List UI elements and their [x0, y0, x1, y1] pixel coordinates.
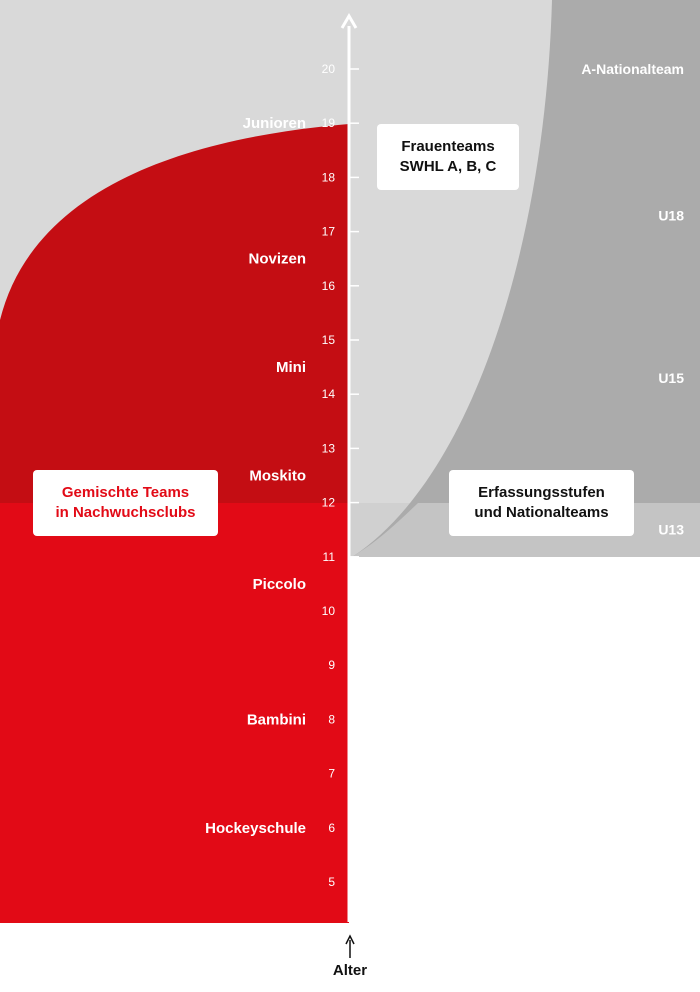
tick-label: 6 [328, 821, 335, 835]
national-level-u13: U13 [658, 522, 684, 538]
tick-label: 15 [322, 333, 336, 347]
tick-label: 14 [322, 387, 336, 401]
tick-label: 19 [322, 116, 336, 130]
tick-label: 9 [328, 658, 335, 672]
national-level-a-nationalteam: A-Nationalteam [581, 61, 684, 77]
club-level-moskito: Moskito [249, 468, 306, 485]
mixed-teams-area [0, 503, 349, 923]
tick-label: 10 [322, 604, 336, 618]
national-teams-box: Erfassungsstufen und Nationalteams [449, 470, 634, 536]
axis-ticks: 5 6 7 8 9 10 11 12 13 14 15 16 17 18 19 20 [322, 62, 359, 889]
tick-label: 7 [328, 767, 335, 781]
club-teams-area [0, 124, 349, 503]
tick-label: 20 [322, 62, 336, 76]
club-level-junioren: Junioren [243, 115, 306, 132]
club-level-bambini: Bambini [247, 711, 306, 728]
mixed-teams-line2: in Nachwuchsclubs [55, 504, 196, 521]
axis-title: Alter [332, 962, 368, 979]
national-teams-line1: Erfassungsstufen [478, 484, 605, 501]
tick-label: 12 [322, 496, 336, 510]
club-level-hockeyschule: Hockeyschule [205, 820, 306, 837]
alter-arrow-head [345, 934, 355, 945]
tick-label: 16 [322, 279, 336, 293]
mixed-teams-box: Gemischte Teams in Nachwuchsclubs [33, 470, 218, 536]
club-level-labels: Hockeyschule Bambini Piccolo Moskito Mini Nov… [205, 115, 306, 837]
tick-label: 8 [328, 712, 335, 726]
axis-arrow-head [340, 13, 358, 29]
tick-label: 17 [322, 225, 336, 239]
women-teams-box: Frauenteams SWHL A, B, C [377, 124, 519, 190]
national-teams-area [352, 0, 700, 557]
tick-label: 13 [322, 441, 336, 455]
women-teams-line2: SWHL A, B, C [399, 158, 497, 175]
club-level-piccolo: Piccolo [253, 576, 306, 593]
national-level-labels: U13 U15 U18 A-Nationalteam [581, 61, 684, 538]
club-level-novizen: Novizen [248, 251, 306, 268]
national-level-u18: U18 [658, 207, 684, 223]
tick-label: 11 [323, 550, 336, 564]
club-level-mini: Mini [276, 359, 306, 376]
tick-label: 18 [322, 170, 336, 184]
national-level-u15: U15 [658, 370, 684, 386]
women-teams-line1: Frauenteams [401, 138, 495, 155]
mixed-teams-line1: Gemischte Teams [61, 484, 190, 501]
national-teams-line2: und Nationalteams [474, 504, 609, 521]
tick-label: 5 [328, 875, 335, 889]
